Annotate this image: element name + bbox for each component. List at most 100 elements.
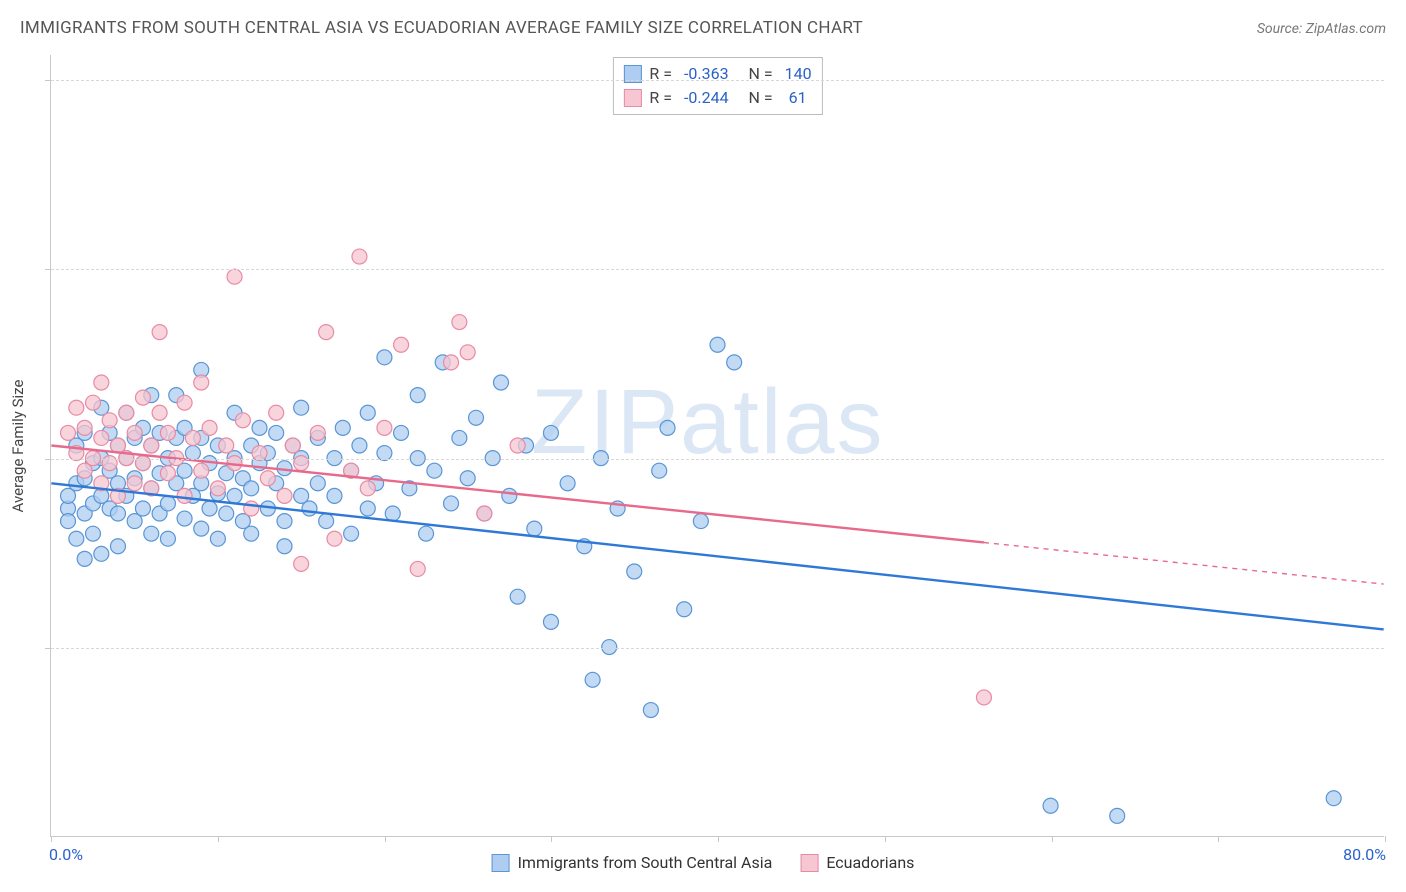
data-point	[310, 476, 325, 491]
x-tick	[885, 836, 886, 842]
data-point	[194, 521, 209, 536]
legend-r-value: -0.363	[684, 62, 729, 86]
data-point	[94, 375, 109, 390]
data-point	[260, 471, 275, 486]
data-point	[510, 438, 525, 453]
data-point	[252, 420, 267, 435]
data-point	[310, 425, 325, 440]
data-point	[160, 496, 175, 511]
data-point	[976, 690, 991, 705]
data-point	[77, 420, 92, 435]
data-point	[410, 561, 425, 576]
source-label: Source: ZipAtlas.com	[1257, 21, 1386, 37]
legend-stat-row: R = -0.363 N = 140	[623, 62, 811, 86]
data-point	[69, 400, 84, 415]
legend-n-label: N =	[737, 62, 777, 86]
data-point	[560, 476, 575, 491]
data-point	[235, 413, 250, 428]
y-tick	[45, 80, 51, 81]
x-tick	[1385, 836, 1386, 842]
data-point	[677, 602, 692, 617]
data-point	[643, 703, 658, 718]
data-point	[269, 405, 284, 420]
data-point	[360, 501, 375, 516]
legend-n-value: 140	[785, 62, 812, 86]
chart-header: IMMIGRANTS FROM SOUTH CENTRAL ASIA VS EC…	[20, 18, 1386, 38]
legend-label: Ecuadorians	[826, 853, 914, 872]
data-point	[319, 325, 334, 340]
data-point	[410, 388, 425, 403]
chart-title: IMMIGRANTS FROM SOUTH CENTRAL ASIA VS EC…	[20, 18, 863, 38]
data-point	[510, 589, 525, 604]
data-point	[85, 526, 100, 541]
data-point	[360, 405, 375, 420]
data-point	[294, 400, 309, 415]
data-point	[360, 481, 375, 496]
data-point	[277, 488, 292, 503]
data-point	[294, 556, 309, 571]
data-point	[69, 531, 84, 546]
x-tick	[1218, 836, 1219, 842]
data-point	[494, 375, 509, 390]
data-point	[135, 501, 150, 516]
data-point	[302, 501, 317, 516]
legend-swatch	[492, 854, 510, 872]
data-point	[460, 471, 475, 486]
data-point	[444, 355, 459, 370]
y-axis-label: Average Family Size	[9, 380, 27, 513]
x-tick	[385, 836, 386, 842]
legend-stats: R = -0.363 N = 140R = -0.244 N = 61	[612, 57, 822, 115]
data-point	[527, 521, 542, 536]
data-point	[352, 249, 367, 264]
data-point	[269, 425, 284, 440]
data-point	[144, 526, 159, 541]
data-point	[227, 269, 242, 284]
data-point	[460, 345, 475, 360]
data-point	[377, 420, 392, 435]
data-point	[385, 506, 400, 521]
y-tick-label: 3.50	[1391, 449, 1406, 468]
legend-n-value: 61	[785, 86, 807, 110]
data-point	[152, 325, 167, 340]
data-point	[194, 463, 209, 478]
data-point	[1110, 808, 1125, 823]
data-point	[427, 463, 442, 478]
data-point	[210, 481, 225, 496]
data-point	[377, 350, 392, 365]
data-point	[202, 501, 217, 516]
data-point	[452, 315, 467, 330]
x-tick	[218, 836, 219, 842]
data-point	[127, 476, 142, 491]
y-tick	[45, 459, 51, 460]
data-point	[244, 526, 259, 541]
gridline	[51, 269, 1384, 270]
gridline	[51, 648, 1384, 649]
data-point	[160, 531, 175, 546]
data-point	[219, 438, 234, 453]
data-point	[394, 337, 409, 352]
x-tick	[718, 836, 719, 842]
data-point	[444, 496, 459, 511]
data-point	[110, 539, 125, 554]
data-point	[327, 531, 342, 546]
y-tick-label: 4.25	[1391, 260, 1406, 279]
data-point	[244, 481, 259, 496]
legend-swatch	[800, 854, 818, 872]
y-tick	[45, 648, 51, 649]
data-point	[135, 390, 150, 405]
data-point	[335, 420, 350, 435]
data-point	[177, 395, 192, 410]
data-point	[160, 425, 175, 440]
data-point	[61, 425, 76, 440]
data-point	[277, 539, 292, 554]
data-point	[219, 506, 234, 521]
data-point	[585, 672, 600, 687]
data-point	[194, 375, 209, 390]
legend-n-label: N =	[737, 86, 777, 110]
data-point	[119, 405, 134, 420]
data-point	[419, 526, 434, 541]
legend-item: Immigrants from South Central Asia	[492, 853, 773, 872]
trendline-dashed	[984, 542, 1384, 584]
data-point	[285, 438, 300, 453]
data-point	[1043, 798, 1058, 813]
